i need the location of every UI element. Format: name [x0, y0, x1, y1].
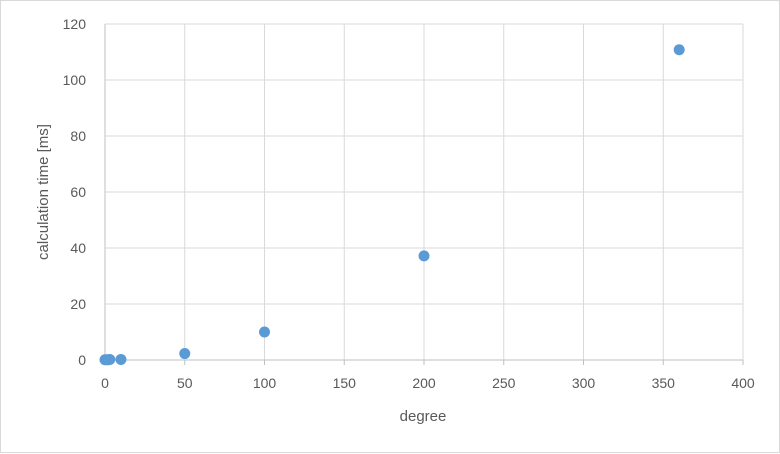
y-tick-label: 60 — [70, 184, 86, 200]
data-point — [179, 348, 191, 360]
y-tick-label: 120 — [63, 16, 87, 32]
x-tick-label: 200 — [412, 375, 436, 391]
x-tick-label: 0 — [101, 375, 109, 391]
data-point — [259, 326, 270, 338]
x-axis-title: degree — [400, 408, 447, 425]
x-tick-labels: 0 50 100 150 200 250 300 350 400 — [101, 375, 755, 391]
grid-lines — [105, 23, 744, 360]
x-tick-label: 300 — [572, 375, 596, 391]
y-tick-label: 100 — [63, 72, 87, 88]
y-axis-title: calculation time [ms] — [35, 124, 52, 260]
y-tick-labels: 0 20 40 60 80 100 120 — [63, 16, 87, 368]
y-tick-label: 40 — [70, 240, 86, 256]
y-tick-label: 80 — [70, 128, 86, 144]
data-points — [99, 44, 685, 366]
y-tick-label: 20 — [70, 296, 86, 312]
x-tick-label: 100 — [253, 375, 277, 391]
x-tick-label: 250 — [492, 375, 516, 391]
x-tick-label: 150 — [333, 375, 357, 391]
data-point — [418, 250, 430, 262]
x-tick-label: 50 — [177, 375, 193, 391]
axes — [104, 24, 744, 365]
data-point — [104, 353, 116, 365]
data-point — [673, 44, 685, 56]
data-point — [115, 353, 127, 365]
x-tick-label: 350 — [652, 375, 676, 391]
y-tick-label: 0 — [78, 352, 86, 368]
x-tick-label: 400 — [731, 375, 755, 391]
